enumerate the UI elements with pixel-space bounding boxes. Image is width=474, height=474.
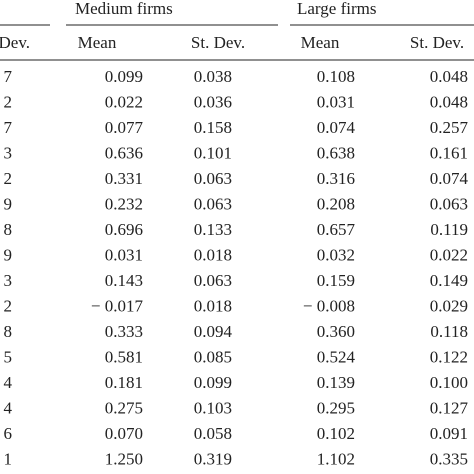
cell: 0.149 — [430, 271, 468, 290]
cell: 0.063 — [194, 169, 232, 188]
cell: 9 — [4, 194, 13, 213]
cell: 0.038 — [194, 67, 232, 86]
cell: 0.048 — [430, 67, 468, 86]
cell: 0.074 — [317, 118, 356, 137]
cell: 0.133 — [194, 220, 232, 239]
cell: 0.099 — [105, 67, 143, 86]
cell: 0.295 — [317, 398, 355, 417]
cell: 0.070 — [105, 424, 143, 443]
column-header: Mean — [78, 33, 117, 52]
cell: 0.032 — [317, 245, 355, 264]
cell: 0.181 — [105, 373, 143, 392]
cell: 0.524 — [317, 347, 356, 366]
cell: 0.018 — [194, 245, 232, 264]
cell: 0.103 — [194, 398, 232, 417]
cell: 0.029 — [430, 296, 468, 315]
group-header: Large firms — [297, 0, 376, 18]
cell: 0.077 — [105, 118, 144, 137]
cell: 0.696 — [105, 220, 143, 239]
cell: 0.091 — [430, 424, 468, 443]
cell: 2 — [4, 169, 13, 188]
cell: 1.102 — [317, 449, 355, 468]
cell: 2 — [4, 92, 13, 111]
column-header: St. Dev. — [191, 33, 245, 52]
cell: 0.036 — [194, 92, 232, 111]
cell: 0.094 — [194, 322, 233, 341]
cell: 0.108 — [317, 67, 355, 86]
cell: 0.335 — [430, 449, 468, 468]
cell: 0.333 — [105, 322, 143, 341]
cell: 0.058 — [194, 424, 232, 443]
cell: 0.143 — [105, 271, 143, 290]
cell: 5 — [4, 347, 13, 366]
cell: 0.063 — [194, 194, 232, 213]
cell: 0.063 — [194, 271, 232, 290]
cell: 0.331 — [105, 169, 143, 188]
column-header: St. Dev. — [410, 33, 464, 52]
cell: 0.074 — [430, 169, 469, 188]
cell: 0.208 — [317, 194, 355, 213]
group-header: Medium firms — [75, 0, 173, 18]
column-header: Mean — [301, 33, 340, 52]
cell: 0.657 — [317, 220, 356, 239]
cell: 0.161 — [430, 143, 468, 162]
cell: 0.257 — [430, 118, 469, 137]
cell: 0.638 — [317, 143, 355, 162]
cell: 0.319 — [194, 449, 232, 468]
cell: 0.085 — [194, 347, 232, 366]
cell: 7 — [4, 118, 13, 137]
cell: 0.119 — [430, 220, 468, 239]
cell: 0.360 — [317, 322, 355, 341]
cell: 0.139 — [317, 373, 355, 392]
cell: 1.250 — [105, 449, 143, 468]
cell: 0.118 — [430, 322, 468, 341]
cell: 0.158 — [194, 118, 232, 137]
cell: 0.127 — [430, 398, 469, 417]
cell: − 0.017 — [91, 296, 144, 315]
cell: 0.100 — [430, 373, 468, 392]
cell: 0.232 — [105, 194, 143, 213]
cell: 8 — [4, 220, 13, 239]
cell: 0.022 — [105, 92, 143, 111]
cell: 3 — [4, 143, 13, 162]
cell: − 0.008 — [303, 296, 355, 315]
cell: 0.031 — [317, 92, 355, 111]
cell: 4 — [4, 398, 13, 417]
cell: 1 — [4, 449, 13, 468]
cell: 0.102 — [317, 424, 355, 443]
cell: 0.316 — [317, 169, 355, 188]
cell: 4 — [4, 373, 13, 392]
cell: 6 — [4, 424, 13, 443]
cell: 0.063 — [430, 194, 468, 213]
cell: 0.159 — [317, 271, 355, 290]
cell: 0.031 — [105, 245, 143, 264]
cell: 9 — [4, 245, 13, 264]
cell: 0.101 — [194, 143, 232, 162]
cell: 0.048 — [430, 92, 468, 111]
cell: 0.275 — [105, 398, 143, 417]
cell: 0.122 — [430, 347, 468, 366]
column-header: Dev. — [0, 33, 30, 52]
cell: 0.636 — [105, 143, 143, 162]
cell: 0.022 — [430, 245, 468, 264]
cell: 7 — [4, 67, 13, 86]
cell: 2 — [4, 296, 13, 315]
cell: 0.099 — [194, 373, 232, 392]
cell: 3 — [4, 271, 13, 290]
cell: 0.018 — [194, 296, 232, 315]
cell: 8 — [4, 322, 13, 341]
cell: 0.581 — [105, 347, 143, 366]
